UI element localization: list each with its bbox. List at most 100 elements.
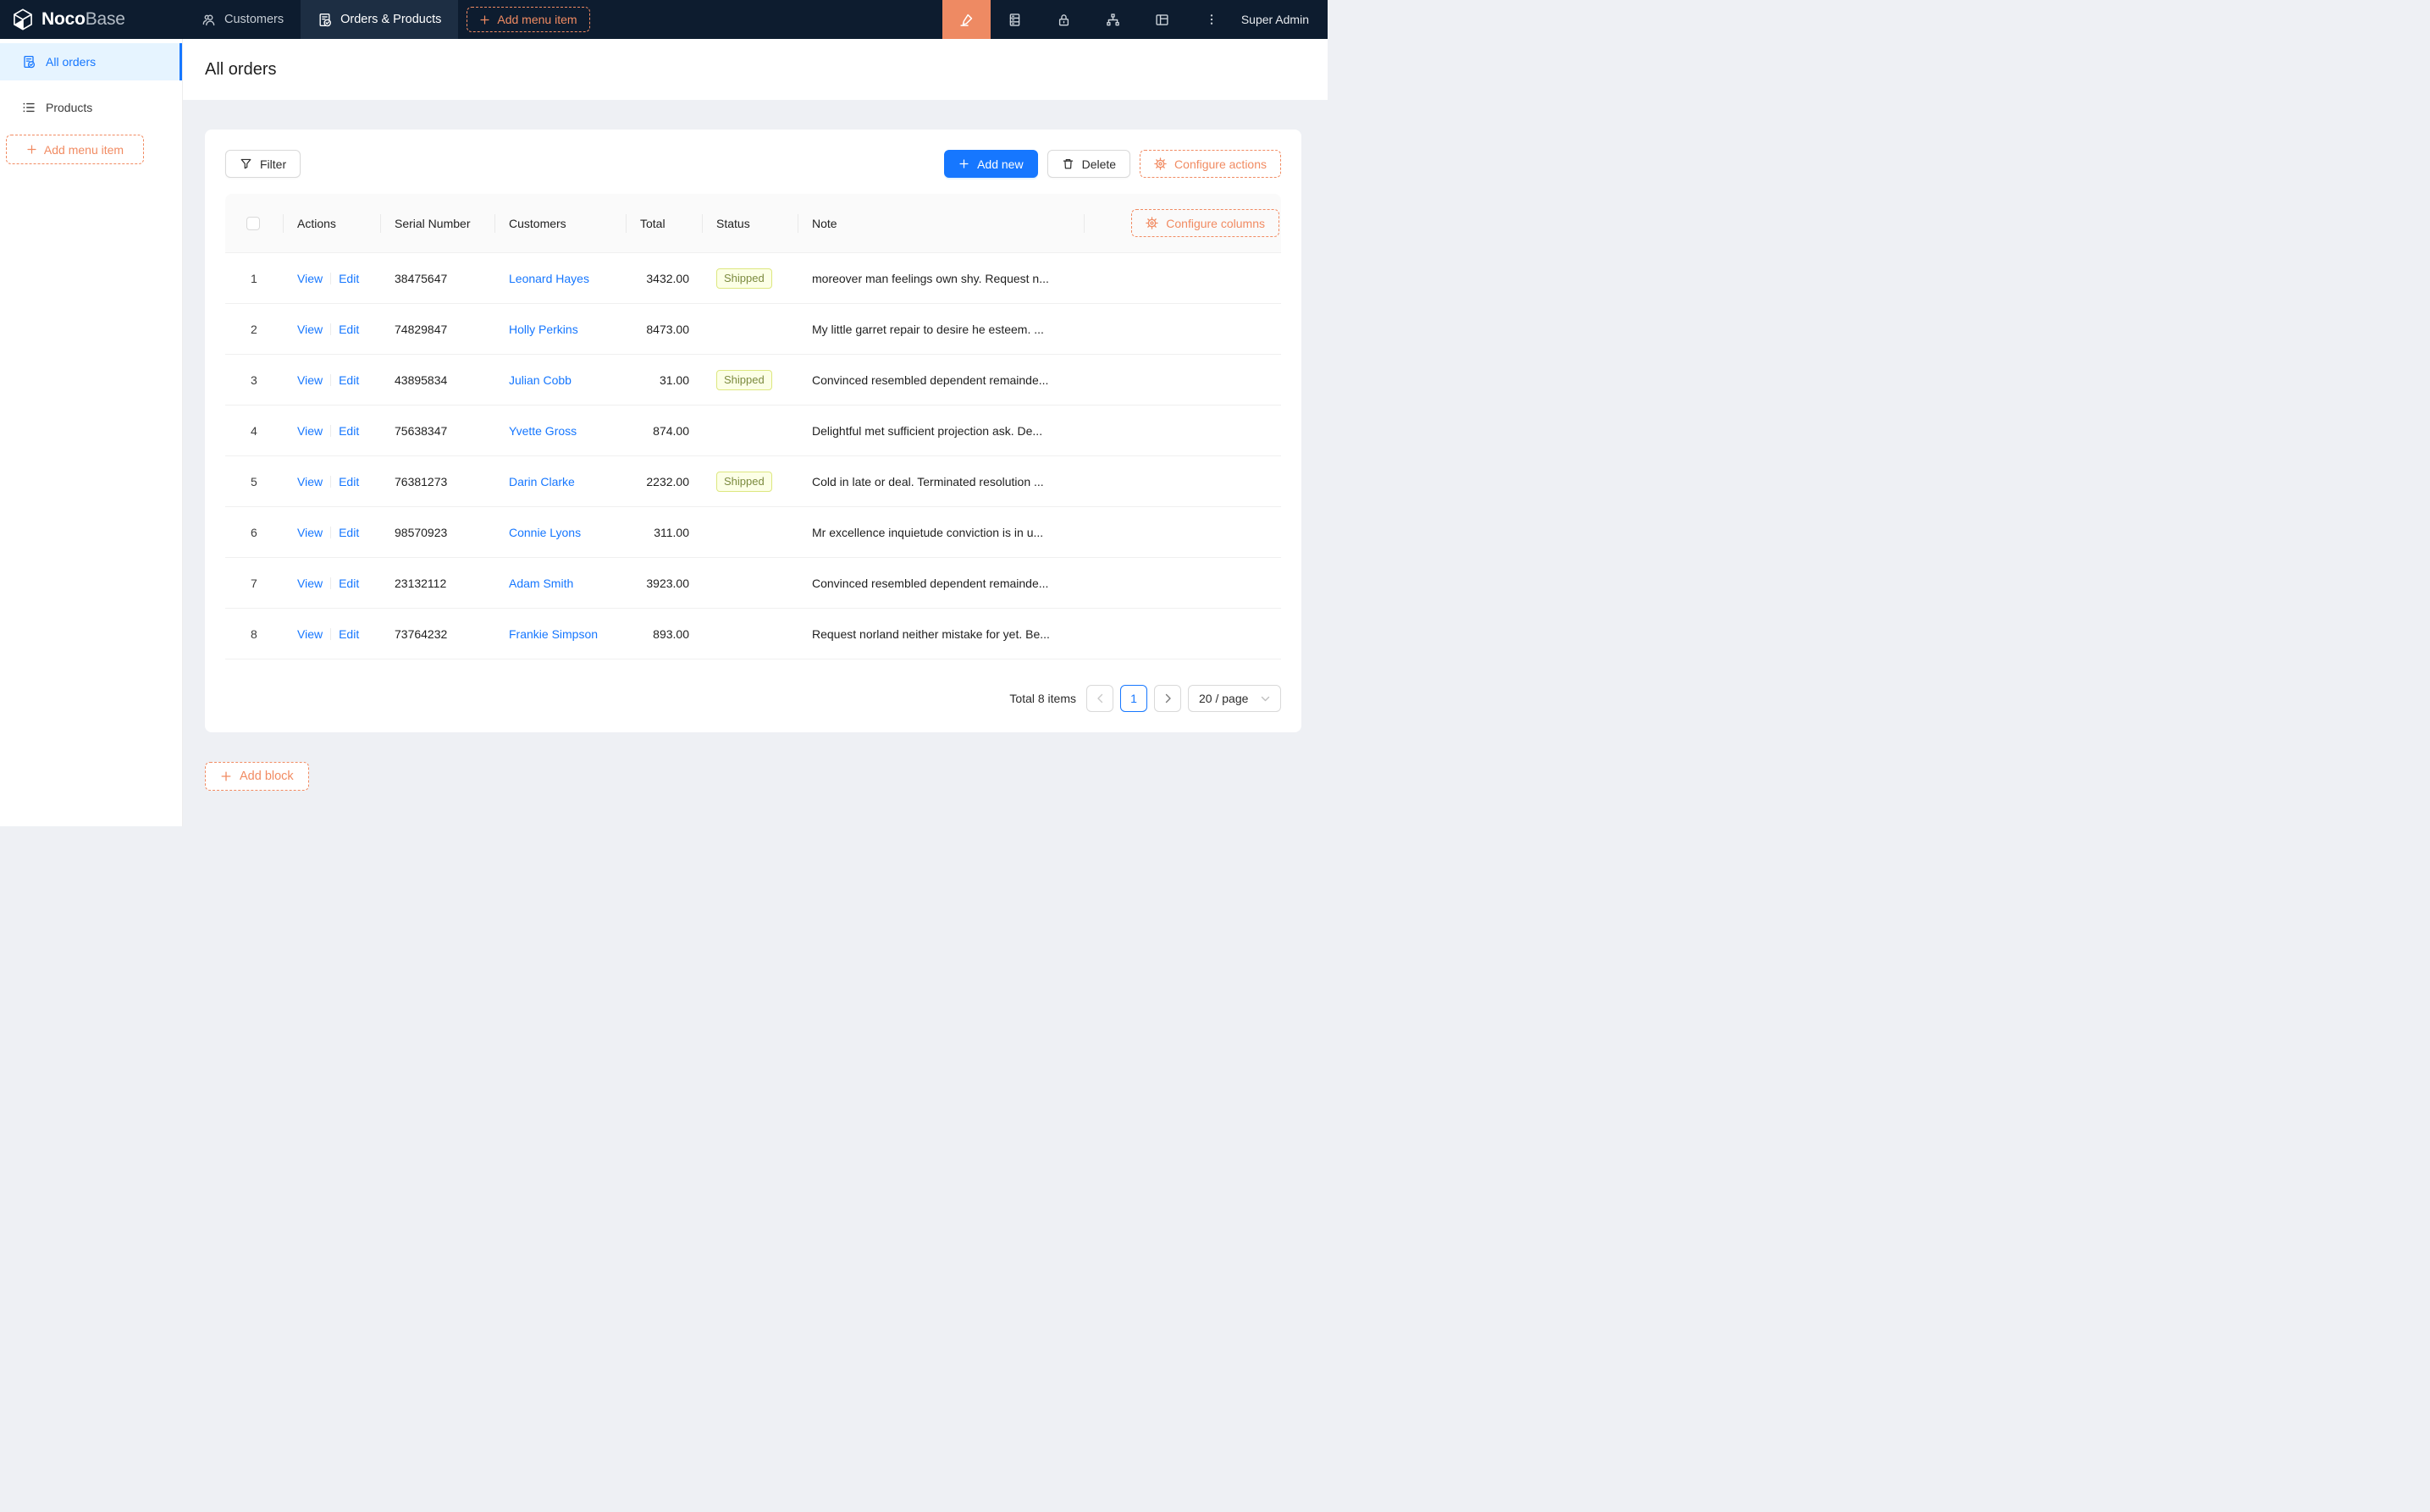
tab-customers[interactable]: Customers	[185, 0, 301, 39]
row-index: 5	[251, 474, 257, 488]
customer-link: Yvette Gross	[509, 423, 577, 438]
pagination-page-1[interactable]: 1	[1120, 685, 1147, 712]
tab-orders-products[interactable]: Orders & Products	[301, 0, 459, 39]
edit-link[interactable]: Edit	[339, 474, 360, 488]
customer-link: Holly Perkins	[509, 322, 578, 336]
trash-icon	[1062, 157, 1074, 170]
serial-number: 98570923	[395, 525, 448, 539]
pagination-next-button[interactable]	[1154, 685, 1181, 712]
table-row: 8 View Edit 73764232 Frankie Simpson 893.…	[225, 609, 1281, 659]
row-actions: View Edit	[284, 627, 381, 641]
sidebar-item-all-orders[interactable]: All orders	[0, 43, 182, 80]
column-header-note: Note	[798, 194, 1085, 252]
row-index: 6	[251, 525, 257, 539]
ui-editor-button[interactable]	[942, 0, 991, 39]
divider	[330, 373, 332, 386]
note-text: Mr excellence inquietude conviction is i…	[812, 525, 1044, 539]
file-done-icon	[318, 13, 332, 27]
view-link[interactable]: View	[297, 423, 323, 438]
workflow-button[interactable]	[1089, 0, 1138, 39]
edit-link[interactable]: Edit	[339, 525, 360, 539]
view-link[interactable]: View	[297, 525, 323, 539]
sidebar-item-label: All orders	[46, 55, 97, 69]
row-index: 4	[251, 423, 257, 438]
divider	[330, 272, 332, 284]
configure-columns-header-cell: Configure columns	[1085, 194, 1281, 252]
total-value: 3432.00	[646, 271, 689, 285]
total-value: 311.00	[654, 525, 689, 539]
note-text: My little garret repair to desire he est…	[812, 322, 1044, 336]
pagination-prev-button[interactable]	[1086, 685, 1113, 712]
customer-link: Adam Smith	[509, 576, 574, 590]
edit-link[interactable]: Edit	[339, 423, 360, 438]
access-control-button[interactable]	[1040, 0, 1089, 39]
table-row: 4 View Edit 75638347 Yvette Gross 874.00 …	[225, 406, 1281, 456]
column-header-total: Total	[627, 194, 703, 252]
chevron-right-icon	[1164, 693, 1172, 704]
plus-icon	[479, 14, 490, 25]
filter-button[interactable]: Filter	[225, 150, 301, 178]
nocobase-logo-text: NocoBase	[41, 9, 125, 29]
view-link[interactable]: View	[297, 626, 323, 641]
page-size-select[interactable]: 20 / page	[1188, 685, 1281, 712]
table-header-row: Actions Serial Number Customers Total St…	[225, 194, 1281, 253]
view-link[interactable]: View	[297, 372, 323, 387]
chevron-down-icon	[1261, 696, 1270, 702]
serial-number: 38475647	[395, 271, 448, 285]
highlighter-icon	[959, 13, 974, 27]
row-index: 3	[251, 372, 257, 387]
lock-icon	[1057, 13, 1071, 27]
note-text: Delightful met sufficient projection ask…	[812, 423, 1043, 438]
gear-icon	[1146, 217, 1158, 229]
unordered-list-icon	[22, 101, 36, 114]
table-row: 5 View Edit 76381273 Darin Clarke 2232.00…	[225, 456, 1281, 507]
serial-number: 73764232	[395, 626, 448, 641]
layout-templates-button[interactable]	[1138, 0, 1187, 39]
view-link[interactable]: View	[297, 322, 323, 336]
row-actions: View Edit	[284, 526, 381, 539]
table-row: 7 View Edit 23132112 Adam Smith 3923.00 C…	[225, 558, 1281, 609]
more-actions-button[interactable]	[1187, 0, 1236, 39]
edit-link[interactable]: Edit	[339, 322, 360, 336]
view-link[interactable]: View	[297, 474, 323, 488]
user-menu[interactable]: Super Admin	[1236, 0, 1328, 39]
database-icon	[1008, 13, 1022, 27]
serial-number: 74829847	[395, 322, 448, 336]
top-navbar: NocoBase Customers Orders & Products	[0, 0, 1328, 39]
status-cell: Shipped	[703, 369, 798, 390]
add-new-button[interactable]: Add new	[944, 150, 1038, 178]
row-index: 2	[251, 322, 257, 336]
view-link[interactable]: View	[297, 271, 323, 285]
sidebar: All orders Products Add menu item	[0, 39, 183, 826]
configure-actions-button[interactable]: Configure actions	[1140, 150, 1281, 178]
ellipsis-vertical-icon	[1205, 13, 1218, 26]
collections-button[interactable]	[991, 0, 1040, 39]
status-badge: Shipped	[716, 369, 772, 390]
note-text: Convinced resembled dependent remainde..…	[812, 372, 1049, 387]
configure-columns-button[interactable]: Configure columns	[1131, 209, 1279, 237]
edit-link[interactable]: Edit	[339, 271, 360, 285]
view-link[interactable]: View	[297, 576, 323, 590]
apartment-icon	[1106, 13, 1120, 27]
sidebar-add-menu-item-button[interactable]: Add menu item	[6, 135, 144, 164]
delete-button[interactable]: Delete	[1047, 150, 1131, 178]
table-row: 6 View Edit 98570923 Connie Lyons 311.00 …	[225, 507, 1281, 558]
row-actions: View Edit	[284, 323, 381, 336]
row-actions: View Edit	[284, 373, 381, 387]
add-block-button[interactable]: Add block	[205, 762, 309, 791]
edit-link[interactable]: Edit	[339, 372, 360, 387]
row-actions: View Edit	[284, 424, 381, 438]
serial-number: 76381273	[395, 474, 448, 488]
row-actions: View Edit	[284, 475, 381, 488]
column-header-status: Status	[703, 194, 798, 252]
divider	[330, 627, 332, 640]
plus-icon	[958, 158, 969, 169]
edit-link[interactable]: Edit	[339, 576, 360, 590]
navbar-add-menu-item-button[interactable]: Add menu item	[467, 7, 590, 32]
layout-icon	[1155, 13, 1169, 27]
select-all-checkbox[interactable]	[246, 216, 260, 230]
sidebar-item-products[interactable]: Products	[0, 89, 182, 126]
chevron-left-icon	[1096, 693, 1104, 704]
serial-number: 23132112	[395, 576, 447, 590]
edit-link[interactable]: Edit	[339, 626, 360, 641]
